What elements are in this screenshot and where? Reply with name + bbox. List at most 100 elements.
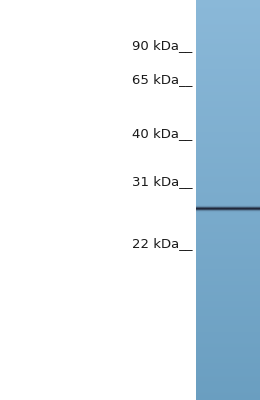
Bar [196,348,260,349]
Bar [196,192,260,193]
Bar [196,107,260,108]
Bar [196,175,260,176]
Bar [196,352,260,353]
Bar [196,273,260,275]
Bar [196,137,260,139]
Bar [196,344,260,345]
Bar [196,28,260,29]
Bar [196,285,260,287]
Bar [196,80,260,81]
Bar [196,187,260,188]
Bar [196,135,260,136]
Bar [196,113,260,115]
Bar [196,309,260,311]
Bar [196,284,260,285]
Bar [196,365,260,367]
Bar [196,84,260,85]
Bar [196,87,260,88]
Bar [196,205,260,207]
Bar [196,313,260,315]
Bar [196,64,260,65]
Bar [196,257,260,259]
Bar [196,235,260,236]
Bar [196,335,260,336]
Bar [196,104,260,105]
Bar [196,71,260,72]
Bar [196,264,260,265]
Bar [196,37,260,39]
Bar [196,79,260,80]
Bar [196,109,260,111]
Bar [196,36,260,37]
Bar [196,368,260,369]
Bar [196,100,260,101]
Bar [196,228,260,229]
Bar [196,393,260,395]
Bar [196,372,260,373]
Bar [196,45,260,47]
Bar [196,225,260,227]
Bar [196,345,260,347]
Bar [196,249,260,251]
Bar [196,169,260,171]
Bar [196,211,260,212]
Bar [196,355,260,356]
Bar [196,351,260,352]
Bar [196,195,260,196]
Bar [196,121,260,123]
Bar [196,371,260,372]
Bar [196,303,260,304]
Bar [196,47,260,48]
Bar [196,24,260,25]
Bar [196,68,260,69]
Bar [196,337,260,339]
Bar [196,331,260,332]
Bar [196,176,260,177]
Bar [196,340,260,341]
Bar [196,139,260,140]
Text: 22 kDa__: 22 kDa__ [132,238,192,250]
Bar [196,392,260,393]
Bar [196,280,260,281]
Bar [196,63,260,64]
Bar [196,56,260,57]
Bar [196,221,260,223]
Bar [196,233,260,235]
Bar [196,143,260,144]
Bar [196,91,260,92]
Bar [196,339,260,340]
Bar [196,89,260,91]
Bar [196,360,260,361]
Bar [196,288,260,289]
Bar [196,396,260,397]
Bar [196,183,260,184]
Bar [196,261,260,263]
Bar [196,279,260,280]
Bar [196,316,260,317]
Bar [196,220,260,221]
Bar [196,103,260,104]
Bar [196,293,260,295]
Bar [196,48,260,49]
Bar [196,124,260,125]
Bar [196,347,260,348]
Bar [196,39,260,40]
Text: 65 kDa__: 65 kDa__ [132,74,192,86]
Bar [196,1,260,3]
Bar [196,247,260,248]
Bar [196,33,260,35]
Bar [196,115,260,116]
Bar [196,385,260,387]
Bar [196,112,260,113]
Bar [196,189,260,191]
Bar [196,256,260,257]
Bar [196,119,260,120]
Bar [196,213,260,215]
Bar [196,287,260,288]
Bar [196,207,260,208]
Bar [196,312,260,313]
Bar [196,299,260,300]
Bar [196,131,260,132]
Bar [196,327,260,328]
Bar [196,59,260,60]
